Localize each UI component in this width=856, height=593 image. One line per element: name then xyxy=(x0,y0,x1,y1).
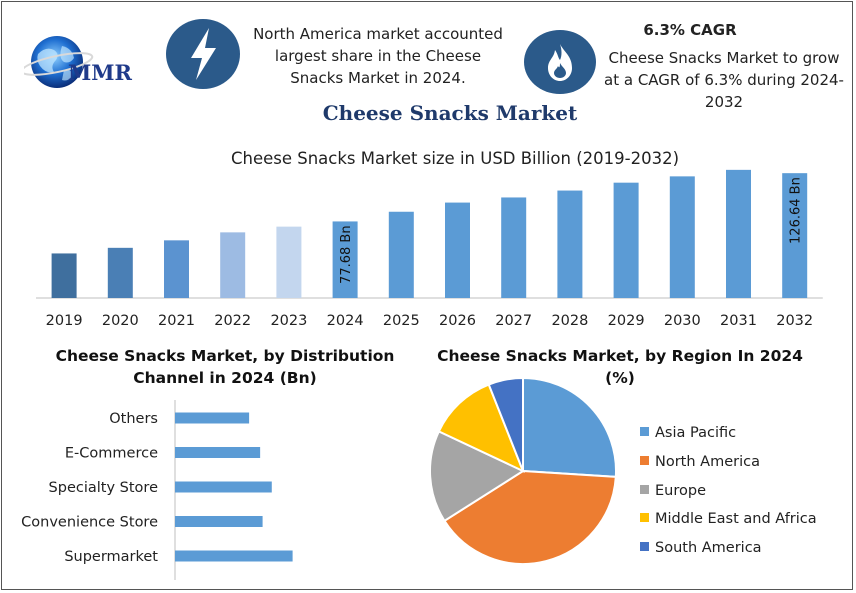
bar-2022 xyxy=(220,232,246,298)
x-tick-label: 2029 xyxy=(608,313,645,329)
bar-2032 xyxy=(782,173,808,298)
info-card-text: North America market accounted largest s… xyxy=(253,25,503,87)
bar-2021 xyxy=(164,240,189,298)
data-label-2024: 77.68 Bn xyxy=(339,225,354,284)
pie-slice-asia-pacific xyxy=(522,376,617,478)
region-chart-title: Cheese Snacks Market, by Region In 2024 … xyxy=(437,347,803,387)
region-pie-chart xyxy=(429,376,617,565)
bar-2023 xyxy=(276,226,302,298)
bar-chart-title: Cheese Snacks Market size in USD Billion… xyxy=(230,149,680,168)
pie-slice-south-america xyxy=(487,376,524,472)
legend-label: North America xyxy=(655,453,760,470)
bar-2019 xyxy=(51,253,77,298)
bar-2029 xyxy=(613,182,639,298)
legend-item: Middle East and Africa xyxy=(640,511,817,527)
x-tick-label: 2026 xyxy=(439,313,476,329)
distribution-bar-chart: Others E-Commerce Specialty Store Convenien… xyxy=(21,400,293,580)
bar-2031 xyxy=(726,169,751,298)
x-tick-label: 2021 xyxy=(158,313,195,329)
market-size-bar-chart: 2019 2020 2021 2022 2023 2024 77.68 Bn 2025 2026… xyxy=(36,169,823,329)
hbar-supermarket xyxy=(175,550,293,562)
x-tick-label: 2025 xyxy=(383,313,420,329)
legend-label: Europe xyxy=(655,482,706,499)
distribution-chart-title: Cheese Snacks Market, by Distribution Ch… xyxy=(55,347,395,387)
x-tick-label: 2020 xyxy=(102,313,139,329)
category-label: E-Commerce xyxy=(65,446,158,462)
category-label: Others xyxy=(109,411,158,427)
cagr-text: Cheese Snacks Market to grow at a CAGR o… xyxy=(604,49,844,111)
legend-swatch xyxy=(640,484,649,494)
legend-swatch xyxy=(640,455,649,465)
flame-icon xyxy=(524,30,596,94)
legend-label: Asia Pacific xyxy=(655,425,737,441)
pie-slice-europe xyxy=(429,430,526,523)
x-tick-label: 2030 xyxy=(664,313,701,329)
hbar-specialty-store xyxy=(175,481,272,493)
bar-2028 xyxy=(557,190,583,298)
x-tick-label: 2028 xyxy=(551,313,588,329)
bar-2024 xyxy=(332,221,358,298)
legend-label: Middle East and Africa xyxy=(655,511,817,528)
x-tick-label: 2027 xyxy=(495,313,532,329)
data-label-2032: 126.64 Bn xyxy=(789,177,804,244)
legend-label: South America xyxy=(655,540,762,557)
bar-2025 xyxy=(388,211,414,298)
category-label: Convenience Store xyxy=(21,515,158,531)
hbar-e-commerce xyxy=(175,447,261,458)
legend-swatch xyxy=(640,427,649,436)
legend-item: Asia Pacific xyxy=(640,425,736,441)
category-label: Supermarket xyxy=(64,549,158,565)
legend-item: South America xyxy=(640,540,762,556)
lightning-bolt-icon xyxy=(166,19,240,89)
legend-item: Europe xyxy=(640,483,706,499)
logo-text: MMR xyxy=(68,60,132,85)
x-tick-label: 2031 xyxy=(720,313,757,329)
x-tick-label: 2023 xyxy=(270,313,307,329)
legend-item: North America xyxy=(640,454,760,470)
bar-2030 xyxy=(669,176,695,298)
bar-2026 xyxy=(445,202,470,298)
legend-swatch xyxy=(640,542,649,552)
globe-logo-icon xyxy=(24,36,94,88)
cagr-title: 6.3% CAGR xyxy=(643,21,737,39)
bar-2020 xyxy=(107,247,133,298)
main-title: Cheese Snacks Market xyxy=(322,101,578,125)
category-label: Specialty Store xyxy=(49,480,159,496)
x-tick-label: 2022 xyxy=(214,313,251,329)
hbar-others xyxy=(175,412,250,424)
pie-slice-middle-east-and-africa xyxy=(437,383,525,473)
x-tick-label: 2032 xyxy=(776,313,813,329)
bar-2027 xyxy=(501,197,527,298)
x-tick-label: 2024 xyxy=(327,313,364,329)
x-tick-label: 2019 xyxy=(46,313,83,329)
hbar-convenience-store xyxy=(175,516,263,527)
legend-swatch xyxy=(640,513,649,523)
